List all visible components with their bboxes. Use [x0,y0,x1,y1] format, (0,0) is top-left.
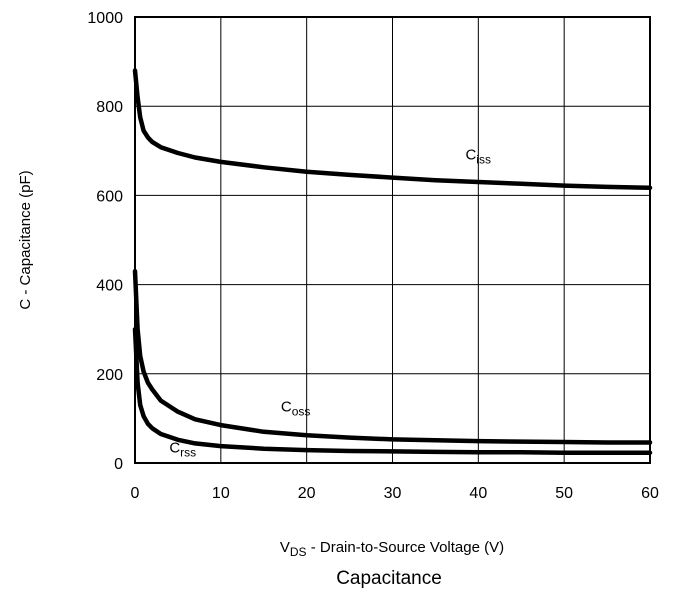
series-line-coss [132,268,653,445]
x-axis-label-rest: - Drain-to-Source Voltage (V) [307,539,505,556]
series-label-ciss: Ciss [465,147,491,167]
x-tick-label: 40 [469,485,487,502]
curves [132,68,653,455]
grid [134,16,651,464]
x-tick-label: 0 [131,485,140,502]
y-tick-label: 1000 [87,10,123,27]
series-label-crss: Crss [169,440,196,460]
x-tick-label: 20 [298,485,316,502]
x-tick-label: 60 [641,485,659,502]
x-axis-label-sub: DS [290,545,307,559]
y-tick-label: 200 [96,367,123,384]
x-tick-label: 10 [212,485,230,502]
x-axis-label: VDS - Drain-to-Source Voltage (V) [280,539,504,559]
series-line-ciss [132,68,653,191]
chart-title: Capacitance [336,568,442,589]
plot-frame [134,16,651,464]
y-tick-label: 0 [114,456,123,473]
y-axis-label: C - Capacitance (pF) [17,170,34,309]
series-labels: Ciss Coss Crss [169,147,491,460]
series-label-coss: Coss [281,399,311,419]
x-tick-labels: 0 10 20 30 40 50 60 [131,485,659,502]
y-tick-label: 600 [96,188,123,205]
x-tick-label: 50 [555,485,573,502]
x-axis-label-main: V [280,539,290,556]
series-line-crss [132,326,653,455]
y-tick-labels: 0 200 400 600 800 1000 [87,10,123,473]
y-tick-label: 800 [96,99,123,116]
x-tick-label: 30 [384,485,402,502]
y-tick-label: 400 [96,278,123,295]
